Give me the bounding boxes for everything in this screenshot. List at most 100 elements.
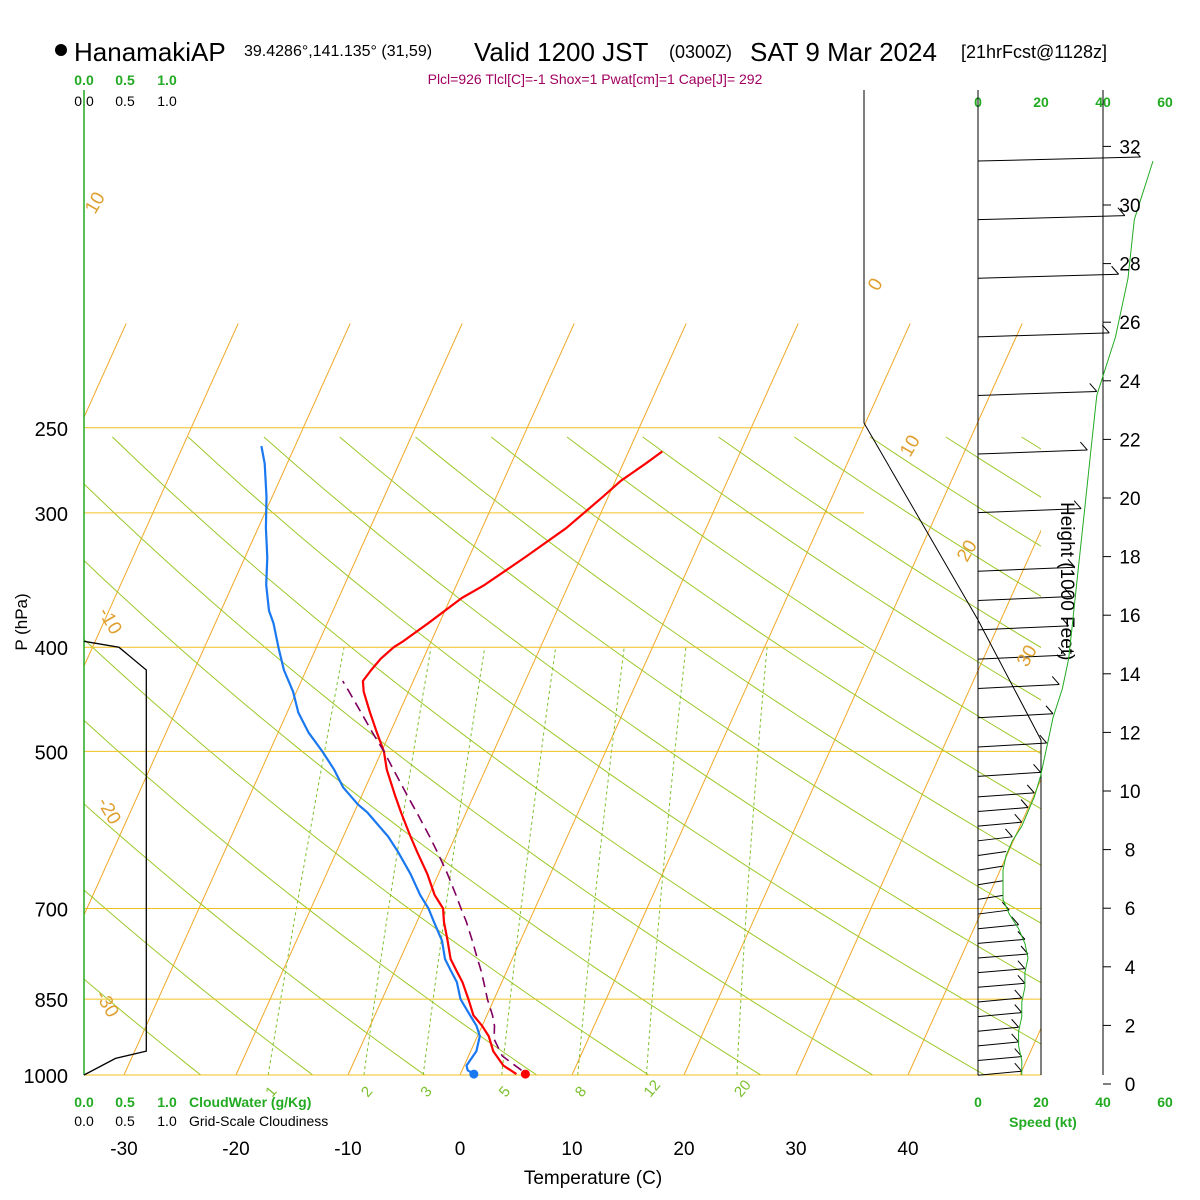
mixing-ratio-line [501, 647, 557, 1075]
isotherm-line [0, 324, 14, 1075]
wind-barb-staff [977, 894, 1004, 900]
height-tick-label: 0 [1125, 1075, 1136, 1096]
temperature-tick-label: -30 [110, 1139, 137, 1160]
wind-barb-flag [1133, 148, 1141, 158]
temperature-tick-label: 10 [561, 1139, 582, 1160]
wind-barb-staff [977, 821, 1022, 827]
isotherm-line [907, 778, 1041, 1075]
wind-bottom-tick-0: 0 [974, 1094, 982, 1110]
pressure-tick-label: 500 [35, 742, 68, 764]
wind-barb-flag [1039, 734, 1048, 744]
dewpoint-trace [260, 445, 481, 1076]
cloud-scale: 0.0 0.5 1.0 0.0 0.5 1.0 0.0 0.5 1.0 Clou… [74, 72, 328, 1129]
cloud-scale-bottom-green-2: 1.0 [157, 1094, 177, 1110]
wind-barb-staff [977, 850, 1007, 856]
dry-adiabat-line [642, 436, 1041, 701]
dry-adiabat-line [566, 436, 1041, 755]
height-tick-label: 24 [1119, 372, 1141, 393]
wind-barb-flag [1079, 441, 1088, 451]
station-coords: 39.4286°,141.135° (31,59) [244, 43, 432, 60]
isotherm-line [1132, 324, 1200, 1075]
x-axis-label: Temperature (C) [524, 1168, 662, 1189]
temperature-tick-label: 0 [455, 1139, 466, 1160]
mixing-ratio-line [645, 647, 687, 1075]
wind-barb-flag [1020, 799, 1029, 808]
wind-barb-staff [977, 997, 1022, 1003]
dry-adiabat-line [84, 483, 874, 1075]
temperature-trace [361, 450, 663, 1076]
cloud-scale-bottom-black-2: 1.0 [157, 1113, 177, 1129]
wind-barb-flag [1026, 784, 1035, 794]
temperature-tick-label: 40 [897, 1139, 918, 1160]
dry-adiabat-line [718, 436, 1041, 649]
height-tick-label: 32 [1119, 137, 1140, 158]
wind-speed-scale: 0 20 40 60 0 20 40 60 Speed (kt) [974, 94, 1173, 1130]
valid-time: Valid 1200 JST [474, 37, 649, 67]
isotherm-label: -30 [91, 987, 123, 1021]
pressure-tick-label: 850 [35, 990, 68, 1012]
wind-barb-staff [977, 156, 1141, 162]
wind-barb-staff [977, 625, 1069, 631]
wind-barb-staff [977, 1056, 1022, 1062]
cloud-scale-bottom-black-1: 0.5 [115, 1113, 135, 1129]
pressure-tick-label: 300 [35, 504, 68, 526]
surface-dewpoint-dot [469, 1069, 479, 1079]
wind-barb-flag [1051, 676, 1060, 685]
cloud-scale-bottom-green-1: 0.5 [115, 1094, 135, 1110]
height-tick-label: 22 [1119, 430, 1140, 451]
cloud-scale-bottom-black-0: 0.0 [74, 1113, 94, 1129]
wind-barb-flag [1017, 960, 1026, 969]
cloud-scale-top-black-1: 0.5 [115, 93, 135, 109]
wind-barb-staff [977, 566, 1075, 572]
cloudwater-label: CloudWater (g/Kg) [189, 1094, 311, 1110]
wind-barb-staff [977, 1041, 1019, 1047]
y-axis-label: P (hPa) [12, 593, 31, 650]
dry-adiabat-line [84, 559, 762, 1075]
height-tick-label: 4 [1125, 958, 1136, 979]
mixing-ratio-label: 5 [496, 1083, 514, 1100]
pressure-tick-label: 400 [35, 638, 68, 660]
wind-barb-staff [977, 596, 1072, 602]
mixing-ratio-line [736, 647, 768, 1075]
mixing-ratio-label: 20 [731, 1077, 755, 1101]
pressure-tick-label: 700 [35, 899, 68, 921]
wind-barb-flag [1058, 646, 1066, 656]
surface-temperature-dot [520, 1069, 530, 1079]
dry-adiabat-line [84, 978, 202, 1075]
wind-barb-flag [1011, 1018, 1020, 1028]
dry-adiabat-line [84, 803, 426, 1075]
height-tick-label: 20 [1119, 489, 1140, 510]
wind-bottom-tick-20: 20 [1033, 1094, 1049, 1110]
pressure-tick-label: 1000 [24, 1066, 69, 1088]
cloud-scale-top-green-1: 0.5 [115, 72, 135, 88]
isotherm-line [84, 323, 239, 668]
mixing-ratio-label: 3 [417, 1083, 435, 1100]
isotherm-line [459, 323, 799, 1075]
forecast-info: [21hrFcst@1128z] [961, 42, 1107, 62]
wind-barb-staff [977, 836, 1013, 842]
isotherm-line [795, 529, 1041, 1075]
wind-barb-staff [977, 683, 1060, 689]
dry-adiabat-line [1021, 436, 1041, 450]
wind-barb-flag [1017, 974, 1026, 984]
dry-adiabat-line [339, 436, 1041, 924]
mixing-ratio-label: 8 [572, 1083, 590, 1100]
isotherm-label: -20 [93, 794, 125, 828]
wind-barb-staff [977, 713, 1054, 719]
isotherm-label: 10 [81, 189, 110, 218]
wind-bottom-tick-60: 60 [1157, 1094, 1173, 1110]
header: HanamakiAP 39.4286°,141.135° (31,59) Val… [55, 37, 1107, 87]
wind-barb-flag [1067, 558, 1076, 568]
station-name: HanamakiAP [74, 37, 226, 67]
height-tick-label: 6 [1125, 899, 1136, 920]
wind-barb-staff [977, 880, 1004, 886]
wind-panel [977, 90, 1154, 1076]
pressure-tick-label: 250 [35, 419, 68, 441]
dry-adiabat-line [187, 436, 1041, 1045]
wind-barb-staff [977, 508, 1082, 514]
wind-barb-staff [977, 792, 1035, 798]
dry-adiabat-line [415, 436, 1041, 866]
wind-barb-staff [977, 654, 1066, 660]
